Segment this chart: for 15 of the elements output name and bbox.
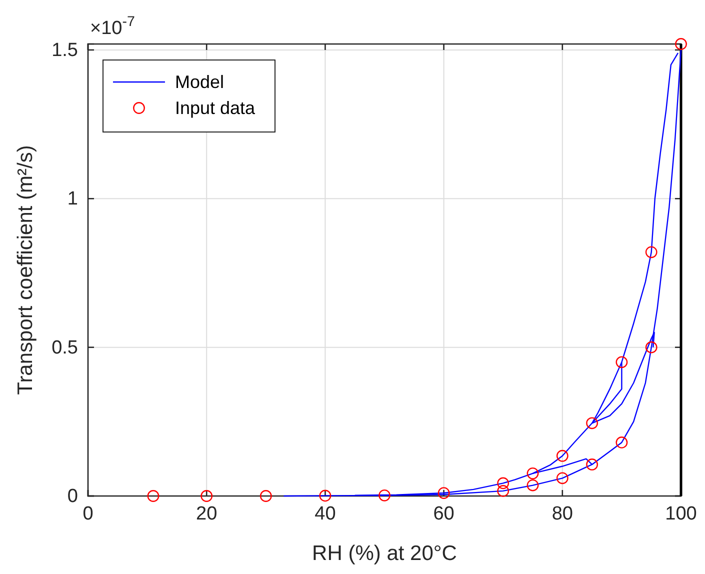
x-tick-label: 40 — [314, 503, 336, 524]
x-tick-label: 60 — [433, 503, 454, 524]
y-tick-label: 0 — [67, 486, 78, 508]
x-tick-label: 100 — [665, 503, 697, 524]
y-axis-title: Transport coefficient (m²/s) — [14, 145, 37, 395]
x-tick-label: 20 — [196, 503, 218, 524]
x-tick-label: 0 — [82, 503, 94, 524]
y-tick-label: 1.5 — [52, 40, 78, 62]
legend-label: Model — [175, 72, 224, 92]
y-tick-label: 0.5 — [52, 337, 78, 358]
x-axis-title: RH (%) at 20°C — [312, 542, 457, 565]
y-tick-label: 1 — [67, 188, 78, 210]
text: ×10$^{-7}$ — [90, 14, 135, 39]
x-tick-label: 80 — [552, 503, 573, 524]
legend-label: Input data — [175, 98, 256, 118]
